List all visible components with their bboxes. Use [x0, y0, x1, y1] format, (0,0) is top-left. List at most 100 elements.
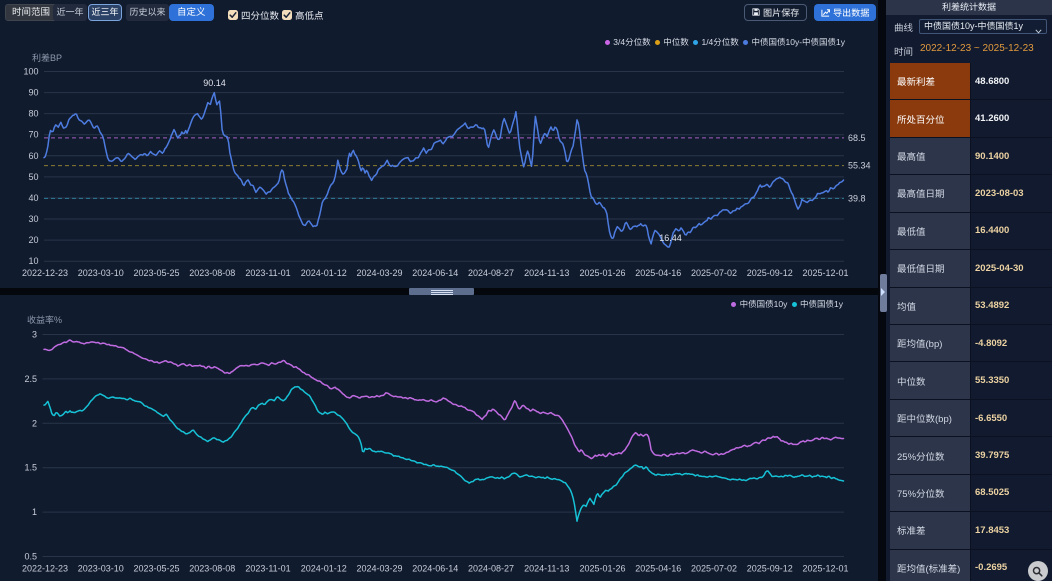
stat-value-cell: -4.8092	[971, 325, 1052, 363]
stat-value: 48.6800	[975, 75, 1010, 87]
save-image-button[interactable]: 图片保存	[744, 4, 808, 21]
axis-name: 利差BP	[32, 53, 62, 63]
legend-item[interactable]: 中债国债10y	[731, 298, 787, 310]
stat-value-cell: 68.5025	[971, 475, 1052, 513]
y-tick-label: 40	[28, 193, 38, 203]
stat-label: 距中位数(bp)	[897, 414, 952, 426]
range-button-1y[interactable]: 近一年	[53, 4, 88, 21]
x-tick-label: 2024-01-12	[301, 268, 347, 278]
datazoom-thumb[interactable]	[409, 288, 474, 295]
highlow-checkbox[interactable]: 高低点	[282, 8, 324, 22]
stat-value: 68.5025	[975, 487, 1010, 499]
x-tick-label: 2025-12-01	[802, 564, 848, 574]
x-tick-label: 2023-03-10	[78, 268, 124, 278]
extreme-value-annotation: 90.14	[203, 78, 226, 88]
quartile-checkbox[interactable]: 四分位数	[228, 8, 279, 22]
x-tick-label: 2023-03-10	[78, 564, 124, 574]
stat-label-cell: 距中位数(bp)	[890, 399, 971, 438]
x-tick-label: 2023-05-25	[133, 268, 179, 278]
x-tick-label: 2022-12-23	[22, 564, 68, 574]
datazoom-scrollbar[interactable]	[0, 288, 878, 295]
stat-value: 90.1400	[975, 150, 1010, 162]
x-tick-label: 2024-11-13	[524, 268, 569, 278]
chevron-down-icon	[1035, 25, 1042, 38]
zoom-search-button[interactable]	[1027, 561, 1048, 581]
stat-value-cell: 39.7975	[971, 437, 1052, 475]
y-tick-label: 80	[28, 109, 38, 119]
save-icon	[752, 8, 760, 16]
sidebar-collapse-handle[interactable]	[880, 274, 887, 312]
legend-label: 中债国债1y	[800, 299, 843, 309]
stat-value: 2025-04-30	[975, 262, 1024, 274]
legend-dot	[791, 301, 797, 307]
stat-row: 最低值 16.4400	[886, 212, 1052, 251]
legend-item[interactable]: 中债国债1y	[791, 298, 843, 310]
stat-row: 距均值(bp) -4.8092	[886, 325, 1052, 363]
stat-label: 距均值(标准差)	[897, 563, 961, 575]
legend-item[interactable]: 3/4分位数	[605, 36, 651, 48]
curve-label: 曲线	[894, 23, 914, 34]
extreme-value-annotation: 16.44	[659, 233, 682, 243]
x-tick-label: 2023-11-01	[245, 268, 290, 278]
statistics-sidebar: 利差统计数据 曲线 中债国债10y-中债国债1y 时间 2022-12-23 ~…	[886, 0, 1052, 581]
curve-select-value: 中债国债10y-中债国债1y	[924, 21, 1024, 31]
legend-label: 1/4分位数	[701, 37, 739, 47]
legend-dot	[655, 39, 661, 45]
x-tick-label: 2025-12-01	[802, 268, 848, 278]
x-tick-label: 2023-05-25	[133, 564, 179, 574]
stat-label-cell: 最低值	[890, 212, 971, 251]
y-tick-label: 70	[28, 130, 38, 140]
stat-value: 17.8453	[975, 524, 1010, 536]
stat-value-cell: 2023-08-03	[971, 175, 1052, 213]
stat-label: 中位数	[897, 376, 926, 388]
stat-label: 最高值日期	[897, 189, 945, 201]
legend-dot	[743, 39, 749, 45]
legend-item[interactable]: 中位数	[655, 36, 689, 48]
legend-label: 3/4分位数	[613, 37, 651, 47]
legend-dot	[693, 39, 699, 45]
range-button-3y[interactable]: 近三年	[88, 4, 123, 21]
stat-label: 最低值日期	[897, 264, 945, 276]
stat-label: 标准差	[897, 526, 926, 538]
stat-row: 距中位数(bp) -6.6550	[886, 399, 1052, 438]
stat-value: -0.2695	[975, 562, 1008, 574]
x-tick-label: 2024-11-13	[524, 564, 569, 574]
curve-select[interactable]: 中债国债10y-中债国债1y	[919, 19, 1047, 34]
top-chart-legend: 3/4分位数 中位数 1/4分位数 中债国债10y-中债国债1y	[605, 36, 845, 48]
stat-label-cell: 75%分位数	[890, 474, 971, 513]
x-tick-label: 2023-08-08	[189, 564, 235, 574]
legend-item[interactable]: 中债国债10y-中债国债1y	[743, 36, 845, 48]
checkbox-checked-icon	[282, 9, 292, 20]
range-button-all[interactable]: 历史以来	[126, 4, 170, 21]
legend-item[interactable]: 1/4分位数	[693, 36, 739, 48]
time-range-value: 2022-12-23 ~ 2025-12-23	[920, 43, 1034, 54]
legend-label: 中债国债10y-中债国债1y	[751, 37, 845, 47]
stat-value-cell: 90.1400	[971, 138, 1052, 176]
stat-label-cell: 最低值日期	[890, 250, 971, 288]
stat-label: 最低值	[897, 226, 926, 238]
magnifier-icon	[1032, 566, 1043, 577]
export-data-button[interactable]: 导出数据	[814, 4, 877, 21]
stat-row: 所处百分位 41.2600	[886, 100, 1052, 138]
stat-row: 75%分位数 68.5025	[886, 474, 1052, 513]
y-tick-label: 0.5	[24, 552, 37, 562]
stat-label: 所处百分位	[897, 114, 945, 126]
y-tick-label: 90	[28, 88, 38, 98]
quantile-value-label: 68.5	[848, 133, 866, 143]
stat-label-cell: 均值	[890, 287, 971, 325]
series-line	[43, 339, 845, 460]
x-tick-label: 2024-03-29	[356, 564, 402, 574]
x-tick-label: 2025-09-12	[747, 268, 793, 278]
quantile-value-label: 39.8	[848, 193, 866, 203]
stat-row: 均值 53.4892	[886, 287, 1052, 325]
x-tick-label: 2025-04-16	[635, 564, 681, 574]
stat-value-cell: 2025-04-30	[971, 250, 1052, 288]
stat-label-cell: 所处百分位	[890, 100, 971, 138]
x-tick-label: 2024-08-27	[468, 564, 514, 574]
custom-range-button[interactable]: 自定义	[169, 4, 214, 21]
stat-value-cell: 48.6800	[971, 63, 1052, 101]
y-tick-label: 2.5	[24, 374, 37, 384]
stat-label: 均值	[897, 301, 917, 313]
x-tick-label: 2025-09-12	[747, 564, 793, 574]
stat-label-cell: 标准差	[890, 512, 971, 550]
